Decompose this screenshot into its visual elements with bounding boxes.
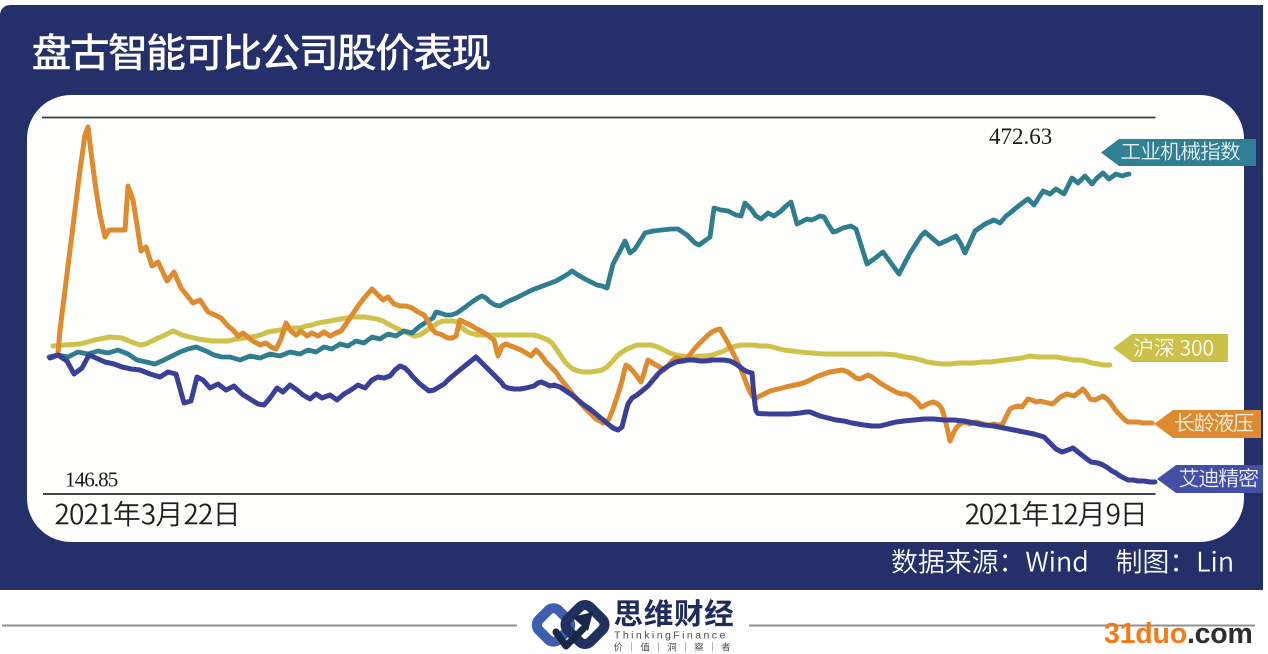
svg-text:ThinkingFinance: ThinkingFinance [614, 630, 728, 642]
svg-text:31duo.com: 31duo.com [1104, 618, 1253, 650]
svg-text:146.85: 146.85 [65, 467, 118, 491]
svg-text:472.63: 472.63 [989, 124, 1052, 149]
